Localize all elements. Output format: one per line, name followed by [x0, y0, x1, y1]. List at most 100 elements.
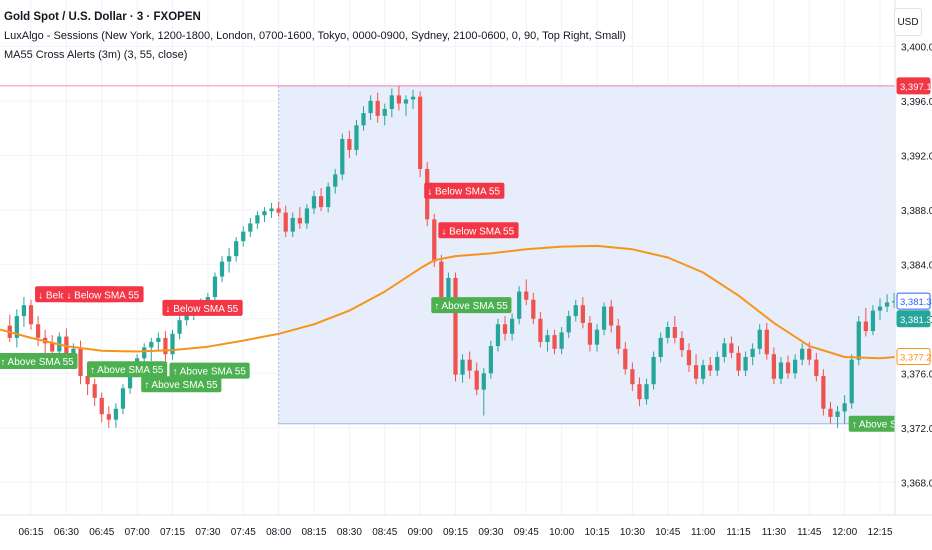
x-tick-label: 09:15: [443, 527, 468, 538]
y-tick-label: 3,372.00: [901, 424, 932, 435]
signal-badge-bg: [162, 299, 243, 316]
candle: [234, 237, 239, 262]
candle: [877, 298, 883, 321]
signal-badge-bg: [86, 361, 168, 378]
signal-badge: ↑ Above SMA 55: [86, 361, 168, 378]
candle-body: [757, 329, 762, 349]
candle-body: [750, 348, 755, 357]
x-tick-label: 12:15: [867, 527, 892, 538]
candle-body: [333, 174, 338, 187]
y-tick-label: 3,376.00: [901, 369, 932, 380]
x-tick-label: 10:15: [584, 527, 609, 538]
candle: [524, 279, 529, 306]
candle-body: [665, 326, 670, 338]
price-badge-bg: [896, 348, 931, 366]
session-box: [278, 85, 902, 424]
candle-body: [495, 324, 501, 347]
candle-body: [241, 231, 246, 242]
candle: [276, 201, 281, 217]
candle: [297, 207, 302, 229]
candle: [750, 343, 755, 366]
signal-badge-bg: [0, 353, 78, 370]
candle: [226, 247, 232, 273]
x-tick-label: 09:00: [408, 527, 433, 538]
sessions-indicator-label[interactable]: LuxAlgo - Sessions (New York, 1200-1800,…: [4, 30, 626, 42]
chart-title: Gold Spot / U.S. Dollar · 3 · FXOPEN: [4, 11, 201, 23]
x-tick-label: 08:00: [266, 527, 291, 538]
candle: [870, 305, 876, 336]
candle-body: [283, 212, 288, 232]
candle-body: [580, 305, 585, 323]
candle: [594, 324, 600, 352]
price-badge-bg: [896, 77, 931, 95]
candle-body: [304, 208, 310, 224]
candle-body: [609, 306, 614, 326]
candle: [340, 133, 345, 180]
candle: [609, 299, 614, 333]
candle: [892, 292, 897, 308]
chart-legend: Gold Spot / U.S. Dollar · 3 · FXOPEN Lux…: [4, 8, 626, 65]
signal-badge-label: ↑ Above SMA 55: [144, 380, 218, 391]
signal-badge-label: ↑ Above SMA 55: [0, 357, 74, 368]
candle-body: [623, 348, 628, 370]
price-badge-bg: [896, 310, 931, 328]
candle-body: [467, 359, 472, 371]
candle: [368, 95, 373, 120]
candle-body: [269, 208, 274, 212]
y-tick-label: 3,384.00: [901, 260, 932, 271]
candle-body: [156, 337, 161, 342]
candle-body: [234, 241, 239, 257]
candle-body: [35, 324, 41, 338]
y-tick-label: 3,392.00: [901, 151, 932, 162]
candle: [509, 313, 515, 341]
candle-body: [807, 348, 812, 360]
candle: [403, 95, 409, 116]
x-tick-label: 10:45: [655, 527, 680, 538]
signal-badge-bg: [169, 362, 250, 379]
candle-body: [212, 276, 218, 298]
candle: [467, 351, 472, 379]
candle-body: [644, 384, 649, 400]
candle: [262, 207, 267, 223]
signal-badge-label: ↑ Above SMA 55: [173, 367, 247, 378]
candle: [552, 329, 557, 355]
x-tick-label: 08:15: [301, 527, 326, 538]
candle-body: [828, 408, 833, 417]
candle-body: [870, 310, 876, 332]
candle-body: [509, 318, 515, 334]
candle-body: [722, 343, 727, 357]
ma55-indicator-label[interactable]: MA55 Cross Alerts (3m) (3, 55, close): [4, 49, 188, 61]
candle-body: [142, 347, 147, 359]
candle: [318, 188, 324, 212]
candle: [375, 92, 380, 123]
candle-body: [21, 305, 27, 317]
candle-body: [715, 356, 720, 371]
candle: [679, 331, 685, 357]
candle-body: [524, 291, 529, 300]
candle: [785, 355, 791, 379]
y-tick-label: 3,396.00: [901, 97, 932, 108]
candle-body: [842, 403, 847, 412]
signal-badge: ↓ Below SMA 55: [424, 182, 505, 199]
signal-badge: ↓ Below SMA 55: [162, 299, 243, 316]
candle-body: [693, 365, 699, 379]
candle-body: [701, 365, 706, 379]
currency-button[interactable]: USD: [894, 8, 922, 36]
candle-body: [170, 333, 175, 355]
candle: [14, 309, 19, 348]
candle-body: [347, 138, 352, 150]
signal-badge: ↓ Below SMA 55: [438, 222, 519, 239]
candle: [326, 182, 331, 213]
candle-body: [127, 370, 133, 389]
candle: [644, 378, 649, 405]
candle: [170, 329, 175, 360]
candle: [163, 331, 168, 362]
candle-body: [743, 356, 748, 371]
candle-body: [708, 365, 713, 371]
y-tick-label: 3,368.00: [901, 478, 932, 489]
candle-body: [672, 326, 677, 338]
price-badge: 3,377.23: [896, 348, 932, 366]
candle: [580, 297, 585, 329]
candle-body: [800, 348, 805, 360]
